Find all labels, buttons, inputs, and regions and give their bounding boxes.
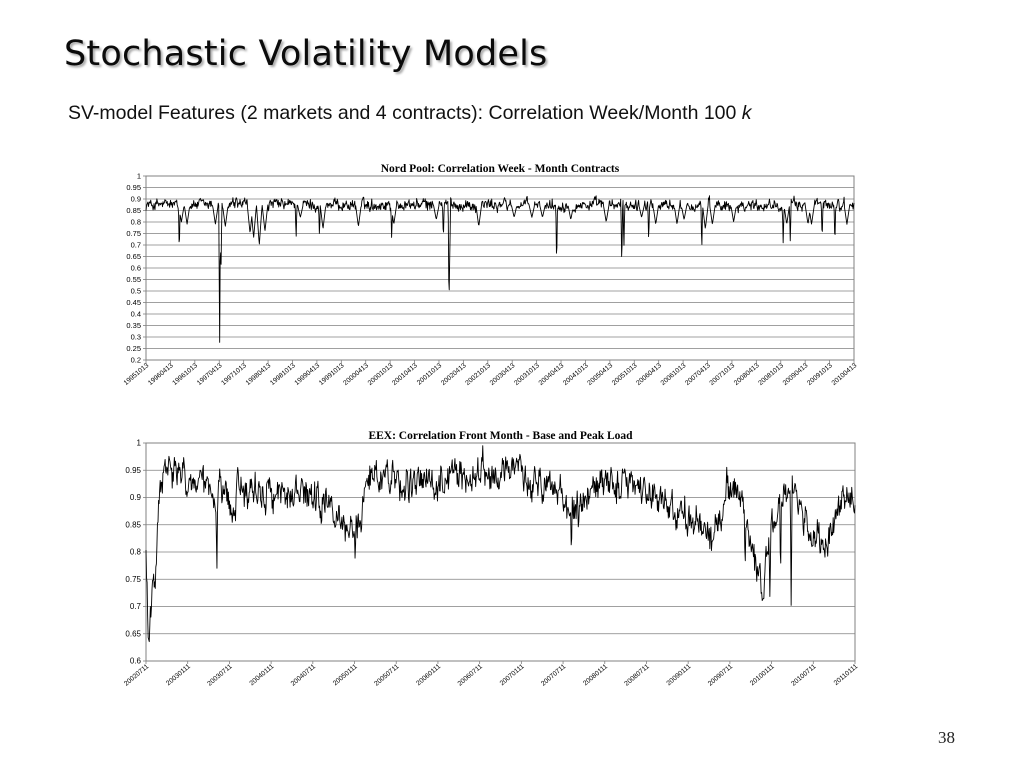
- y-tick-label: 0.25: [126, 344, 141, 353]
- x-tick-label: 20071013: [709, 362, 737, 387]
- x-tick-label: 20100111: [749, 663, 776, 687]
- y-tick-label: 0.85: [125, 520, 141, 529]
- x-tick-label: 20080711: [623, 663, 650, 688]
- x-tick-label: 20051013: [611, 362, 639, 387]
- x-tick-label: 20060413: [635, 362, 663, 387]
- y-tick-label: 0.7: [130, 602, 142, 611]
- x-tick-label: 20110111: [833, 663, 860, 687]
- page-number: 38: [938, 728, 955, 747]
- x-tick-label: 20010413: [391, 362, 419, 387]
- x-tick-label: 19961013: [171, 362, 199, 387]
- y-tick-label: 0.7: [131, 241, 141, 250]
- x-tick-label: 20021013: [464, 362, 492, 387]
- y-tick-label: 1: [137, 172, 141, 181]
- y-tick-label: 0.35: [126, 321, 141, 330]
- x-tick-label: 20060711: [457, 663, 484, 688]
- y-tick-label: 0.2: [131, 356, 141, 365]
- nordpool-correlation-chart: Nord Pool: Correlation Week - Month Cont…: [123, 163, 859, 387]
- y-tick-label: 0.65: [125, 629, 141, 638]
- chart-title: Nord Pool: Correlation Week - Month Cont…: [381, 163, 620, 175]
- x-tick-label: 20070413: [684, 362, 712, 387]
- x-tick-label: 20100711: [790, 663, 817, 688]
- y-tick-label: 0.75: [125, 575, 141, 584]
- y-tick-label: 0.8: [130, 548, 142, 557]
- y-tick-label: 0.4: [131, 310, 141, 319]
- x-tick-label: 20090413: [782, 362, 810, 387]
- x-tick-label: 20080111: [582, 663, 609, 687]
- x-tick-label: 20080413: [733, 362, 761, 387]
- x-tick-label: 20050413: [586, 362, 614, 387]
- y-tick-label: 0.95: [125, 466, 141, 475]
- series-line: [145, 445, 856, 643]
- y-tick-label: 0.3: [131, 333, 141, 342]
- x-tick-label: 20020413: [440, 362, 468, 387]
- y-tick-label: 0.9: [130, 493, 142, 502]
- subtitle-text: SV-model Features (2 markets and 4 contr…: [68, 102, 742, 124]
- y-tick-label: 1: [137, 439, 142, 448]
- x-tick-label: 20040111: [249, 663, 276, 687]
- slide-subtitle: SV-model Features (2 markets and 4 contr…: [68, 102, 752, 125]
- x-tick-label: 20050711: [373, 663, 400, 688]
- x-tick-label: 20030413: [489, 362, 517, 387]
- x-tick-label: 19971013: [220, 362, 248, 387]
- x-tick-label: 20070711: [540, 663, 567, 688]
- x-tick-label: 20060111: [415, 663, 442, 687]
- x-tick-label: 20070111: [499, 663, 526, 687]
- x-tick-label: 20031013: [513, 362, 541, 387]
- x-tick-label: 19970413: [196, 362, 224, 387]
- x-tick-label: 20030111: [165, 663, 192, 687]
- x-tick-label: 20020711: [123, 663, 150, 688]
- x-tick-label: 19960413: [147, 362, 175, 387]
- x-tick-label: 19980413: [245, 362, 273, 387]
- x-tick-label: 20050111: [332, 663, 359, 687]
- x-tick-label: 20081013: [757, 362, 785, 387]
- y-tick-label: 0.5: [131, 287, 141, 296]
- eex-correlation-chart: EEX: Correlation Front Month - Base and …: [123, 430, 860, 688]
- x-tick-label: 20040413: [538, 362, 566, 387]
- x-tick-label: 20091013: [806, 362, 834, 387]
- x-tick-label: 19991013: [318, 362, 346, 387]
- y-tick-label: 0.65: [126, 252, 141, 261]
- x-tick-label: 19981013: [269, 362, 297, 387]
- x-tick-label: 20100413: [831, 362, 859, 387]
- x-tick-label: 20090711: [707, 663, 734, 688]
- y-tick-label: 0.85: [126, 206, 141, 215]
- y-tick-label: 0.6: [130, 657, 142, 666]
- x-tick-label: 20040711: [290, 663, 317, 688]
- x-tick-label: 20030711: [206, 663, 233, 688]
- x-tick-label: 20000413: [342, 362, 370, 387]
- y-tick-label: 0.75: [126, 229, 141, 238]
- slide-title: Stochastic Volatility Models: [64, 34, 548, 74]
- x-tick-label: 20090111: [666, 663, 693, 687]
- y-tick-label: 0.9: [131, 195, 141, 204]
- y-tick-label: 0.95: [126, 183, 141, 192]
- chart-title: EEX: Correlation Front Month - Base and …: [368, 430, 633, 442]
- x-tick-label: 19951013: [123, 362, 151, 387]
- x-tick-label: 20041013: [562, 362, 590, 387]
- y-tick-label: 0.45: [126, 298, 141, 307]
- series-line: [145, 195, 855, 343]
- x-tick-label: 20001013: [367, 362, 395, 387]
- x-tick-label: 20011013: [416, 362, 443, 387]
- y-tick-label: 0.55: [126, 275, 141, 284]
- subtitle-italic-k: k: [741, 102, 752, 124]
- y-tick-label: 0.6: [131, 264, 141, 273]
- x-tick-label: 20061013: [660, 362, 688, 387]
- x-tick-label: 19990413: [294, 362, 322, 387]
- y-tick-label: 0.8: [131, 218, 141, 227]
